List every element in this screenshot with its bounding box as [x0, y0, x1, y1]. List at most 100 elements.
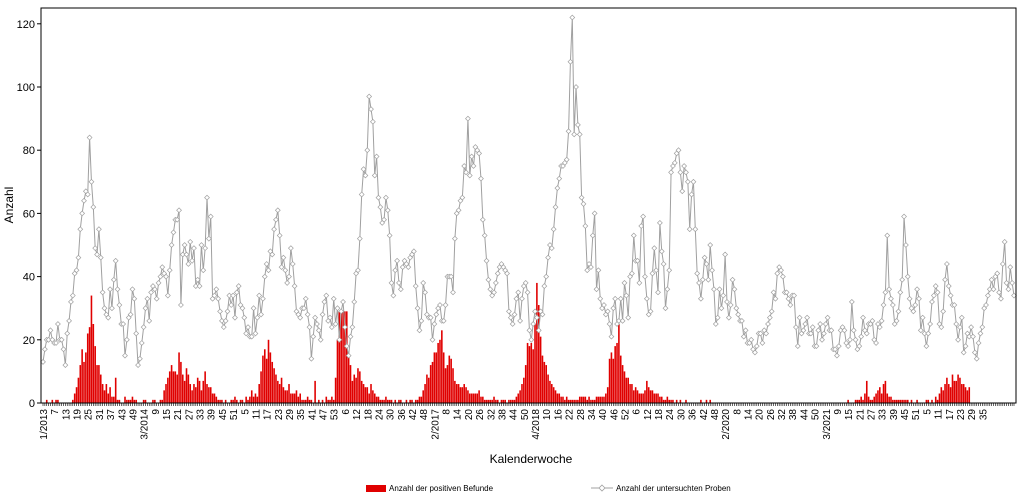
probes-point: [478, 175, 484, 182]
bar-series: [45, 282, 971, 403]
probes-point: [912, 302, 919, 308]
bar: [901, 399, 903, 403]
probes-point: [282, 267, 289, 274]
probes-point: [399, 264, 406, 271]
bar: [942, 390, 944, 403]
bar: [552, 387, 555, 403]
bar: [578, 396, 581, 403]
bar: [83, 361, 85, 403]
probes-point: [131, 295, 138, 302]
probes-point: [679, 188, 686, 195]
probes-point: [437, 302, 443, 308]
probes-point: [263, 261, 270, 267]
x-tick-label: 49: [129, 409, 140, 421]
probes-point: [366, 93, 373, 100]
probes-point: [690, 178, 697, 185]
bar: [86, 333, 89, 403]
probes-point: [640, 213, 647, 220]
bar: [357, 368, 359, 403]
probes-point: [1001, 238, 1008, 245]
probes-point: [315, 327, 322, 334]
probes-point: [647, 308, 654, 315]
probes-point: [330, 295, 337, 302]
bar: [865, 380, 868, 403]
probes-point: [539, 311, 546, 318]
bar: [474, 393, 477, 403]
bar: [359, 371, 361, 403]
x-tick-label: 22: [565, 409, 576, 421]
probes-point: [526, 327, 533, 334]
probes-point: [194, 276, 201, 283]
probes-point: [580, 201, 587, 207]
bar: [657, 393, 659, 403]
x-tick-label: 23: [956, 409, 967, 421]
probes-point: [541, 283, 548, 289]
probes-point: [466, 172, 473, 179]
probes-point: [578, 194, 585, 201]
bar: [556, 393, 559, 403]
probes-point: [994, 270, 1001, 277]
probes-point: [189, 257, 195, 264]
probes-point: [155, 280, 162, 286]
probes-point: [906, 295, 913, 302]
probes-point: [336, 336, 343, 343]
bar: [308, 399, 311, 403]
probes-point: [725, 314, 732, 321]
x-tick-label: 7: [50, 409, 61, 415]
probes-point: [287, 245, 294, 252]
probes-point: [153, 295, 160, 302]
probes-point: [217, 308, 223, 315]
probes-point: [260, 295, 266, 302]
bar: [219, 399, 221, 403]
probes-point: [114, 286, 121, 293]
probes-point: [319, 311, 326, 318]
probes-point: [470, 163, 477, 169]
x-tick-label: 5: [922, 409, 933, 415]
probes-point: [202, 245, 209, 252]
probes-point: [953, 321, 960, 327]
x-tick-label: 32: [777, 409, 788, 421]
bar: [593, 399, 596, 403]
x-tick-label: 50: [811, 409, 822, 421]
x-tick-label: 53: [330, 409, 341, 421]
probes-point: [925, 330, 932, 337]
bar: [564, 399, 566, 403]
bar: [280, 377, 283, 403]
probes-point: [198, 242, 205, 248]
probes-point: [179, 251, 186, 258]
bar: [370, 384, 372, 403]
bar: [116, 399, 119, 403]
probes-point: [772, 295, 779, 302]
probes-point: [653, 267, 660, 274]
probes-point: [157, 273, 164, 280]
probes-point: [979, 324, 986, 331]
probes-point: [899, 276, 906, 283]
x-tick-label: 9: [151, 409, 162, 415]
probes-point: [944, 261, 950, 267]
probes-point: [215, 295, 222, 302]
bar: [409, 399, 411, 403]
probes-point: [828, 327, 835, 334]
bar: [133, 399, 136, 403]
bar: [536, 282, 538, 403]
probes-point: [686, 226, 693, 233]
probes-point: [187, 238, 194, 245]
probes-point: [731, 286, 738, 293]
probes-point: [230, 292, 236, 299]
probes-point: [589, 232, 596, 239]
probes-point: [701, 254, 708, 261]
probes-point: [893, 317, 900, 324]
bar: [390, 399, 393, 403]
probes-point: [55, 321, 61, 327]
bar: [416, 399, 419, 403]
probes-point: [692, 226, 699, 233]
bar: [284, 390, 287, 403]
probes-point: [185, 261, 192, 267]
bar: [966, 390, 969, 403]
probes-point: [563, 156, 570, 163]
bar: [114, 377, 117, 403]
bar: [610, 352, 613, 403]
probes-point: [571, 131, 578, 138]
probes-point: [914, 286, 920, 293]
bar: [517, 393, 520, 403]
